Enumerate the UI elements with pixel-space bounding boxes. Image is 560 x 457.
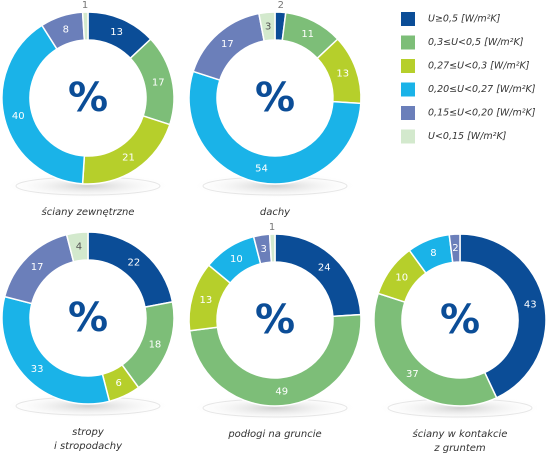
donut-segment — [81, 11, 89, 41]
shadow — [190, 173, 360, 199]
legend-swatch — [401, 129, 415, 144]
donut-segment — [258, 11, 276, 42]
donut-segment — [188, 313, 362, 407]
data-label: 13 — [110, 27, 123, 38]
shadow — [3, 393, 173, 419]
legend-label: U<0,15 [W/m²K] — [428, 131, 507, 142]
data-label: 8 — [63, 25, 69, 36]
chart-title: z gruntem — [433, 443, 486, 454]
donut-segment — [448, 233, 461, 264]
donut-segment — [268, 233, 276, 263]
shadow — [190, 395, 360, 421]
chart-title: podłogi na gruncie — [227, 429, 321, 440]
data-label: 21 — [122, 153, 135, 164]
data-label: 2 — [278, 0, 284, 11]
center-label: % — [255, 75, 295, 121]
data-label: 10 — [230, 254, 243, 265]
donut-segment — [188, 70, 362, 185]
legend-swatch — [401, 35, 415, 50]
chart-title: dachy — [260, 207, 291, 218]
legend-label: 0,15≤U<0,20 [W/m²K] — [428, 108, 536, 119]
donut-segment — [81, 114, 171, 185]
legend-swatch — [401, 106, 415, 120]
shadow — [375, 395, 545, 421]
donut-segment — [1, 24, 86, 185]
data-label: 2 — [452, 243, 458, 254]
legend-label: 0,27≤U<0,3 [W/m²K] — [428, 61, 530, 72]
data-label: 6 — [115, 378, 121, 389]
data-label: 8 — [430, 248, 436, 259]
shadow — [3, 173, 173, 199]
data-label: 11 — [301, 29, 314, 40]
data-label: 17 — [221, 39, 234, 50]
data-label: 4 — [76, 242, 82, 253]
chart-title: stropy — [72, 427, 105, 438]
center-label: % — [68, 295, 108, 341]
data-label: 17 — [152, 77, 165, 88]
data-label: 40 — [12, 111, 25, 122]
data-label: 3 — [265, 21, 271, 32]
legend-swatch — [401, 82, 415, 97]
data-label: 13 — [199, 295, 212, 306]
legend-label: 0,3≤U<0,5 [W/m²K] — [428, 37, 524, 48]
data-label: 33 — [31, 364, 44, 375]
legend-label: 0,20≤U<0,27 [W/m²K] — [428, 84, 536, 95]
chart-title: ściany w kontakcie — [413, 428, 508, 440]
donut-segment — [1, 295, 111, 405]
chart-title: ściany zewnętrzne — [42, 206, 135, 218]
legend-swatch — [401, 12, 415, 26]
legend-swatch — [401, 59, 415, 73]
data-label: 17 — [31, 262, 44, 273]
data-label: 3 — [261, 244, 267, 255]
donut-segment — [65, 231, 89, 263]
center-label: % — [255, 297, 295, 343]
center-label: % — [68, 75, 108, 121]
data-label: 49 — [275, 387, 288, 398]
center-label: % — [440, 297, 480, 343]
legend-label: U≥0,5 [W/m²K] — [428, 14, 501, 25]
data-label: 18 — [149, 340, 162, 351]
data-label: 22 — [128, 258, 141, 269]
data-label: 1 — [82, 0, 88, 11]
data-label: 24 — [318, 263, 331, 274]
data-label: 37 — [406, 369, 419, 380]
chart-title: i stropodachy — [54, 441, 123, 452]
data-label: 10 — [395, 273, 408, 284]
donut-segment — [459, 233, 547, 399]
data-label: 13 — [336, 69, 349, 80]
data-label: 43 — [524, 299, 537, 310]
data-label: 1 — [269, 222, 275, 233]
data-label: 54 — [255, 164, 268, 175]
